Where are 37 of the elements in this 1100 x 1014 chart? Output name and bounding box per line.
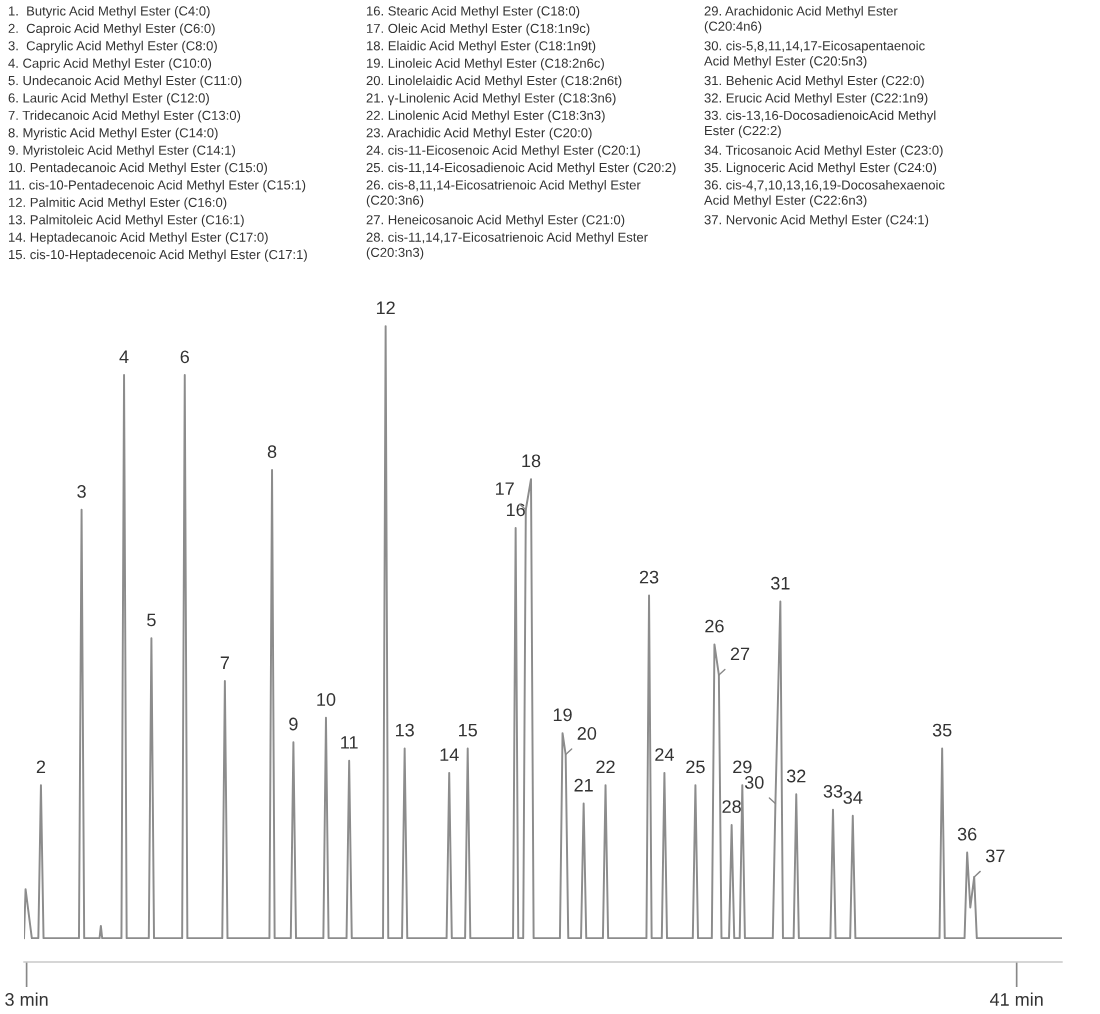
annotation: 37 — [986, 849, 1005, 863]
annotation: 25 — [686, 760, 705, 774]
annotation: 9 — [289, 717, 298, 731]
annotation: 5 — [147, 613, 156, 627]
annotation: 35 — [932, 723, 952, 737]
annotation: 34 — [843, 791, 863, 804]
annotation: 8 — [267, 445, 277, 459]
annotation: 18 — [522, 454, 541, 468]
annotation: 29 — [733, 760, 752, 774]
annotation: 26 — [705, 619, 724, 633]
annotation: 4 — [119, 350, 129, 363]
annotation: 7 — [220, 656, 229, 670]
annotation: 19 — [553, 708, 572, 722]
annotation: 6 — [180, 350, 189, 364]
annotation: 13 — [395, 723, 414, 737]
annotation: 24 — [655, 748, 674, 761]
annotation: 28 — [722, 800, 741, 814]
annotation: 10 — [317, 693, 336, 706]
annotation: 36 — [957, 827, 977, 841]
annotation: 17 — [495, 482, 514, 495]
annotation: 15 — [459, 723, 477, 737]
annotation: 31 — [771, 576, 790, 590]
annotation: 3 — [77, 485, 86, 498]
annotation: 11 — [341, 736, 358, 749]
annotation: 30 — [744, 776, 764, 789]
annotation: 12 — [376, 301, 395, 315]
annotation: 32 — [786, 769, 806, 783]
x-tick-label: 3 min — [5, 992, 48, 1006]
annotation: 22 — [596, 760, 615, 774]
annotation: 27 — [730, 647, 750, 661]
x-tick-label: 41 min — [989, 992, 1043, 1006]
annotation: 20 — [577, 727, 597, 740]
annotation: 33 — [823, 784, 843, 798]
annotation: 23 — [639, 570, 659, 584]
annotation: 2 — [36, 760, 46, 774]
annotation: 21 — [574, 778, 593, 792]
annotation: 14 — [440, 748, 459, 761]
